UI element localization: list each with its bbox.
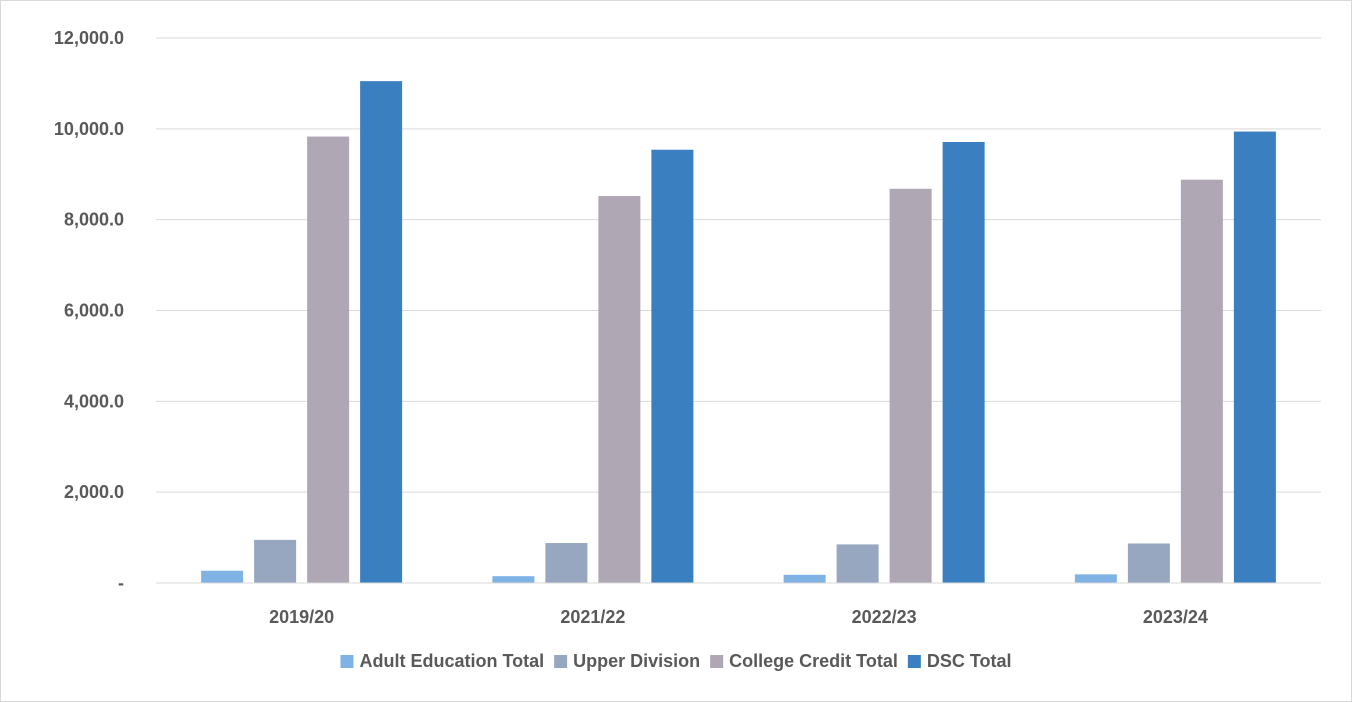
bar-upper-division-3 — [1127, 543, 1170, 583]
legend: Adult Education Total Upper Division Colle… — [340, 651, 1012, 671]
bar-upper-division-2 — [836, 544, 879, 583]
y-axis-ticks: - 2,000.0 4,000.0 6,000.0 8,000.0 10,000.0 12,… — [54, 28, 124, 593]
legend-item: College Credit Total — [710, 651, 898, 671]
x-axis-ticks: 2019/20 2021/22 2022/23 2023/24 — [269, 607, 1208, 627]
bar-dsc-total-1 — [651, 149, 694, 583]
x-tick-label: 2019/20 — [269, 607, 334, 627]
bar-upper-division-1 — [545, 543, 588, 583]
bar-adult-education-total-2 — [783, 574, 826, 583]
bar-adult-education-total-1 — [492, 576, 535, 583]
bar-college-credit-total-3 — [1180, 179, 1223, 583]
bar-dsc-total-3 — [1233, 131, 1276, 583]
legend-label: DSC Total — [927, 651, 1012, 671]
legend-swatch — [340, 655, 354, 668]
y-tick-label: 4,000.0 — [64, 391, 124, 411]
y-tick-label: 10,000.0 — [54, 119, 124, 139]
bar-adult-education-total-3 — [1074, 574, 1117, 583]
y-tick-label: - — [118, 573, 124, 593]
y-tick-label: 2,000.0 — [64, 482, 124, 502]
legend-label: Upper Division — [573, 651, 700, 671]
legend-label: Adult Education Total — [359, 651, 544, 671]
gridlines — [156, 37, 1321, 493]
legend-swatch — [554, 655, 568, 668]
bars — [201, 81, 1276, 584]
bar-upper-division-0 — [254, 539, 297, 583]
legend-swatch — [710, 655, 724, 668]
y-tick-label: 12,000.0 — [54, 28, 124, 48]
bar-dsc-total-0 — [360, 81, 403, 583]
bar-college-credit-total-1 — [598, 196, 641, 584]
legend-item: Adult Education Total — [340, 651, 544, 671]
legend-item: DSC Total — [907, 651, 1012, 671]
x-tick-label: 2023/24 — [1143, 607, 1208, 627]
legend-label: College Credit Total — [729, 651, 898, 671]
x-tick-label: 2021/22 — [560, 607, 625, 627]
bar-college-credit-total-2 — [889, 188, 932, 584]
bar-adult-education-total-0 — [201, 570, 244, 583]
y-tick-label: 8,000.0 — [64, 210, 124, 230]
bar-college-credit-total-0 — [307, 136, 350, 583]
bar-dsc-total-2 — [942, 142, 985, 584]
x-tick-label: 2022/23 — [852, 607, 917, 627]
legend-swatch — [907, 655, 921, 668]
legend-item: Upper Division — [554, 651, 700, 671]
y-tick-label: 6,000.0 — [64, 301, 124, 321]
